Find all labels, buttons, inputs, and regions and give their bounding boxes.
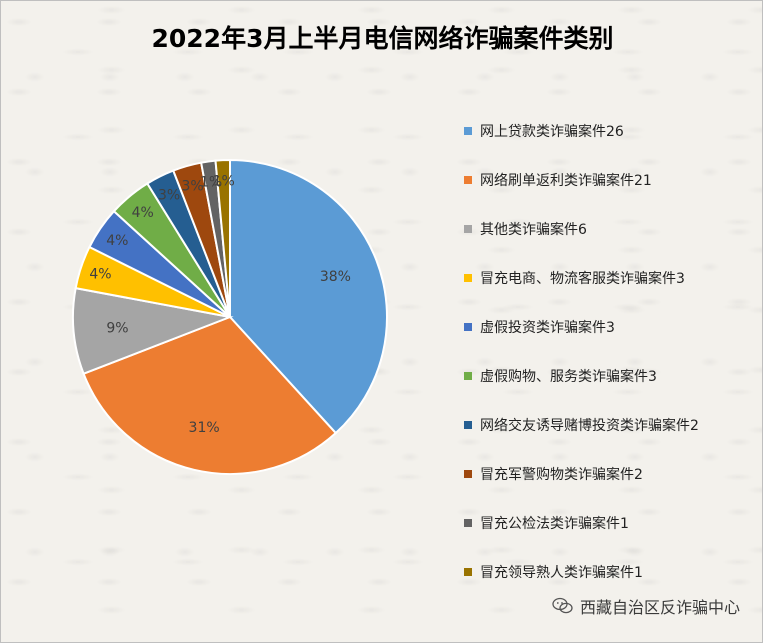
legend-item: 冒充公检法类诈骗案件1 xyxy=(464,513,699,562)
legend-swatch xyxy=(464,225,472,233)
pie-slice xyxy=(229,158,388,435)
chart-title: 2022年3月上半月电信网络诈骗案件类别 xyxy=(151,24,614,53)
legend-swatch xyxy=(464,176,472,184)
legend-swatch xyxy=(464,568,472,576)
pie-data-label: 4% xyxy=(106,233,128,249)
legend-swatch xyxy=(464,519,472,527)
legend-swatch xyxy=(464,421,472,429)
legend-swatch xyxy=(464,274,472,282)
legend-label: 冒充领导熟人类诈骗案件1 xyxy=(480,565,643,581)
legend-item: 网络刷单返利类诈骗案件21 xyxy=(464,170,699,219)
pie-slice xyxy=(72,286,234,376)
legend-swatch xyxy=(464,127,472,135)
pie-data-label: 4% xyxy=(132,205,154,221)
legend-label: 网络交友诱导赌博投资类诈骗案件2 xyxy=(480,418,699,434)
legend-label: 冒充电商、物流客服类诈骗案件3 xyxy=(480,271,685,287)
legend-item: 冒充军警购物类诈骗案件2 xyxy=(464,464,699,513)
legend-swatch xyxy=(464,470,472,478)
legend-item: 虚假投资类诈骗案件3 xyxy=(464,317,699,366)
legend-item: 冒充电商、物流客服类诈骗案件3 xyxy=(464,268,699,317)
legend-label: 虚假投资类诈骗案件3 xyxy=(480,320,615,336)
pie-data-label: 38% xyxy=(320,269,351,285)
legend-item: 虚假购物、服务类诈骗案件3 xyxy=(464,366,699,415)
pie-data-label: 4% xyxy=(89,267,111,283)
legend-swatch xyxy=(464,323,472,331)
legend-item: 其他类诈骗案件6 xyxy=(464,219,699,268)
legend-label: 其他类诈骗案件6 xyxy=(480,222,587,238)
legend-label: 冒充军警购物类诈骗案件2 xyxy=(480,467,643,483)
legend-item: 冒充领导熟人类诈骗案件1 xyxy=(464,562,699,611)
watermark-text: 西藏自治区反诈骗中心 xyxy=(579,598,740,617)
legend-label: 冒充公检法类诈骗案件1 xyxy=(480,516,629,532)
pie-slice xyxy=(214,158,231,318)
pie-labels: 38%31%9%4%4%4%3%3%1%1% xyxy=(89,174,351,436)
pie-slice xyxy=(82,315,338,475)
legend-item: 网络交友诱导赌博投资类诈骗案件2 xyxy=(464,415,699,464)
pie-data-label: 3% xyxy=(182,179,204,195)
pie-data-label: 3% xyxy=(158,188,180,204)
legend-swatch xyxy=(464,372,472,380)
pie-data-label: 31% xyxy=(189,420,220,436)
watermark: 西藏自治区反诈骗中心 xyxy=(552,594,740,618)
chart-legend: 网上贷款类诈骗案件26 网络刷单返利类诈骗案件21 其他类诈骗案件6 冒充电商、物流客… xyxy=(464,121,699,611)
wechat-icon xyxy=(552,597,573,614)
pie-data-label: 9% xyxy=(106,320,128,336)
legend-label: 网上贷款类诈骗案件26 xyxy=(480,124,624,140)
pie-slices xyxy=(72,158,388,475)
pie-data-label: 1% xyxy=(200,175,222,191)
pie-data-label: 1% xyxy=(213,174,235,190)
legend-label: 虚假购物、服务类诈骗案件3 xyxy=(480,369,657,385)
legend-label: 网络刷单返利类诈骗案件21 xyxy=(480,173,652,189)
legend-item: 网上贷款类诈骗案件26 xyxy=(464,121,699,170)
